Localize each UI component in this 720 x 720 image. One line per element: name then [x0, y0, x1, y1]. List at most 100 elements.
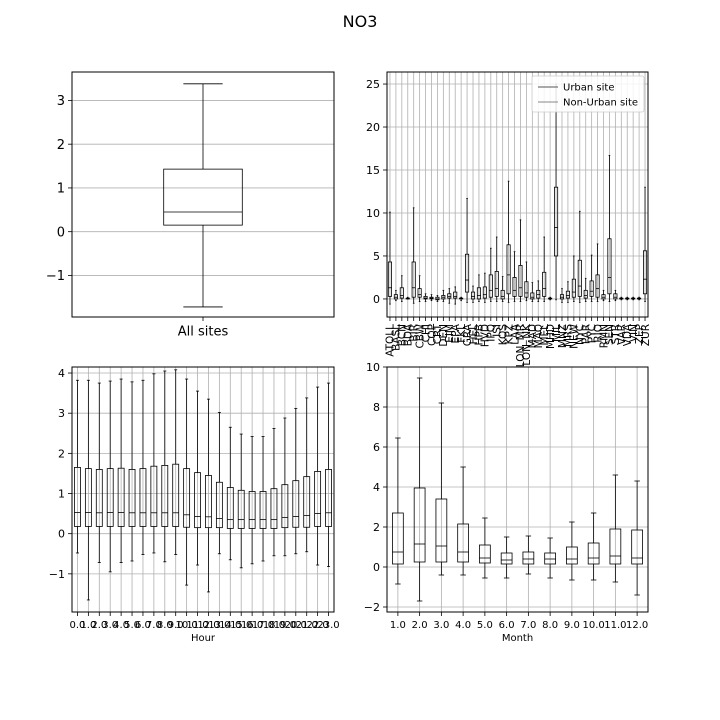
box-plot: [84, 379, 92, 601]
box-iqr: [613, 293, 618, 300]
box-plot: [393, 289, 398, 302]
x-tick-label: FKL: [456, 324, 468, 343]
box-plot: [259, 436, 267, 562]
box-plot: [577, 210, 582, 303]
box-plot: [609, 474, 622, 583]
box-plot: [465, 197, 470, 303]
y-tick-label: 3: [58, 407, 65, 420]
box-plot: [482, 272, 487, 303]
box-iqr: [587, 542, 600, 565]
box-plot: [392, 437, 404, 585]
box-iqr: [314, 471, 322, 527]
box-iqr: [589, 280, 594, 297]
box-plot: [583, 277, 588, 302]
x-tick-label: LON_MR: [515, 324, 527, 367]
box-iqr: [542, 271, 547, 297]
x-tick-label: CBW: [414, 323, 426, 348]
x-tick-label: BASL: [391, 324, 403, 351]
box-plot: [559, 288, 565, 303]
x-tick-label: DEN: [438, 324, 450, 347]
box-plot: [595, 243, 600, 302]
y-tick-label: 4: [373, 481, 380, 494]
legend: Urban site Non-Urban site: [531, 75, 645, 113]
x-tick-label: 0.0: [70, 620, 86, 631]
box-plot: [631, 480, 643, 596]
panel-by-hour: −1 0 1 2 3 4 0.01.02.03.04.05.06.07.08.09.010.…: [49, 366, 340, 644]
x-tick-label: CHI: [420, 324, 432, 342]
y-tick-label: 6: [373, 441, 380, 454]
x-tick-label: ZEP: [634, 324, 646, 344]
box-plot: [417, 275, 422, 302]
x-tick-label: 10.0: [175, 620, 197, 631]
box-iqr: [423, 295, 428, 300]
x-tick-label: VIN: [628, 324, 640, 342]
box-iqr: [413, 487, 426, 563]
x-axis-label: Hour: [191, 633, 216, 644]
box-iqr: [128, 469, 136, 527]
box-iqr: [194, 472, 201, 529]
box-iqr: [411, 261, 416, 298]
x-tick-label: 8.0: [157, 620, 173, 631]
x-tick-label: 10.0: [582, 620, 604, 631]
panel-all-sites: −1 0 1 2 3 All sites: [46, 71, 335, 339]
box-plot: [314, 386, 322, 566]
x-tick-label: BIR: [408, 324, 420, 342]
x-tick-label: LON_NK: [521, 323, 533, 366]
box-plot: [589, 254, 594, 302]
box-iqr: [559, 294, 565, 300]
box-iqr: [392, 512, 404, 565]
x-tick-label: 6.0: [499, 620, 515, 631]
box-iqr: [248, 491, 256, 529]
box-iqr: [544, 552, 556, 565]
box-plot: [500, 536, 513, 579]
box-iqr: [417, 288, 422, 298]
x-tick-label: HPB: [474, 324, 486, 345]
x-tick-label: COP: [426, 324, 438, 346]
x-tick-label: RIO: [592, 324, 604, 343]
box-plot: [435, 295, 440, 302]
box-plot: [429, 294, 434, 302]
box-iqr: [524, 281, 529, 298]
box-iqr: [172, 463, 180, 527]
x-tick-label: IPQ: [486, 324, 498, 342]
box-iqr: [387, 261, 392, 297]
box-plot: [536, 280, 541, 302]
y-tick-label: 0: [373, 293, 380, 306]
x-tick-label: EIM: [444, 324, 456, 343]
y-tick-label: 0: [58, 528, 65, 541]
box-iqr: [161, 465, 169, 527]
box-plot: [411, 207, 416, 304]
figure-title: NO3: [343, 12, 378, 31]
box-plot: [470, 285, 476, 303]
box-iqr: [577, 259, 582, 297]
y-tick-label: 1: [57, 182, 65, 197]
box-iqr: [84, 468, 92, 527]
box-plot: [500, 276, 505, 302]
x-tick-label: 16.0: [241, 620, 263, 631]
x-tick-label: 19.0: [274, 620, 296, 631]
x-tick-label: KPZ: [503, 324, 515, 344]
y-tick-label: 3: [57, 94, 65, 109]
box-plot: [457, 466, 469, 576]
box-iqr: [292, 480, 300, 528]
box-iqr: [117, 467, 125, 527]
box-iqr: [500, 552, 513, 565]
box-plot: [542, 236, 547, 302]
box-plot: [518, 219, 523, 302]
x-tick-label: BCN: [397, 324, 409, 346]
x-tick-label: 7.0: [146, 620, 162, 631]
box-iqr: [106, 468, 114, 527]
box-plot: [270, 428, 278, 557]
x-tick-label: 5.0: [124, 620, 140, 631]
box-iqr: [270, 488, 278, 529]
box-iqr: [571, 278, 576, 298]
x-tick-label: GRA: [462, 323, 474, 346]
box-iqr: [518, 265, 523, 297]
x-tick-label: LAA: [509, 323, 521, 345]
box-plot: [226, 426, 234, 561]
box-iqr: [205, 475, 212, 529]
box-iqr: [465, 253, 470, 293]
x-tick-label: 6.0: [135, 620, 151, 631]
y-tick-label: 25: [366, 78, 380, 91]
box-iqr: [512, 277, 517, 297]
